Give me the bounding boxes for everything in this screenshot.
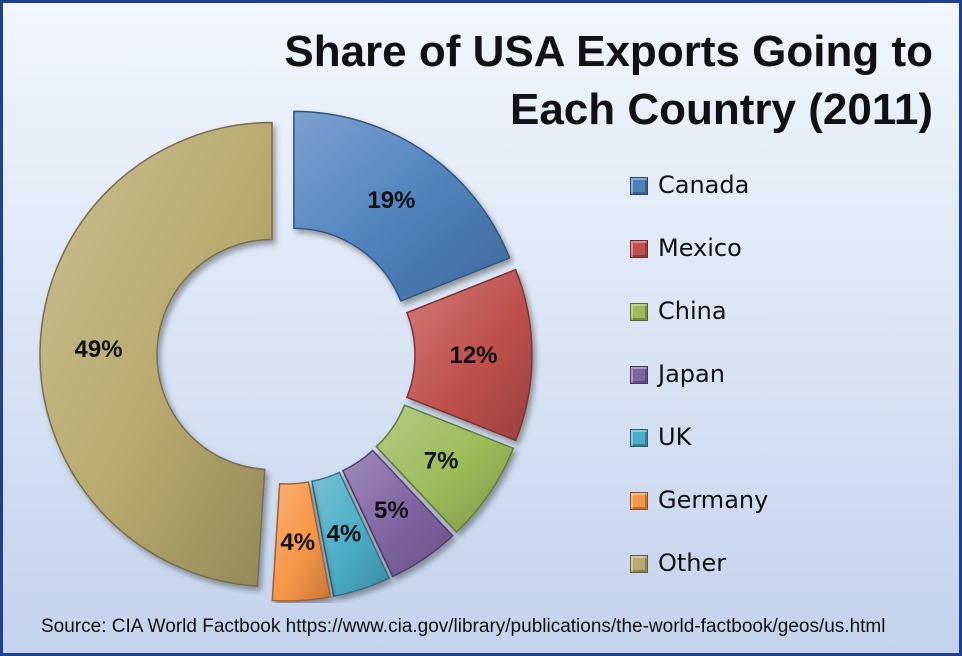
slice-uk	[310, 471, 391, 598]
legend-label-other: Other	[658, 549, 727, 577]
legend-item-china: China	[630, 297, 950, 360]
legend-swatch-china	[630, 303, 648, 321]
legend-swatch-other	[630, 555, 648, 573]
legend-label-canada: Canada	[658, 171, 750, 199]
legend-item-uk: UK	[630, 423, 950, 486]
slice-japan	[341, 449, 454, 578]
slice-germany	[271, 481, 332, 602]
donut-chart: 19% 12% 7% 5% 4% 4% 49%	[39, 110, 533, 602]
slice-label-uk: 4%	[327, 520, 362, 547]
legend-swatch-japan	[630, 366, 648, 384]
legend-swatch-mexico	[630, 240, 648, 258]
legend-item-mexico: Mexico	[630, 234, 950, 297]
slice-label-germany: 4%	[280, 529, 315, 556]
slice-label-mexico: 12%	[449, 342, 497, 369]
legend-swatch-canada	[630, 177, 648, 195]
slice-mexico	[405, 268, 533, 442]
chart-title-line-1: Share of USA Exports Going to	[284, 27, 933, 76]
slice-label-japan: 5%	[374, 497, 409, 524]
legend-swatch-germany	[630, 492, 648, 510]
legend-item-germany: Germany	[630, 486, 950, 549]
slice-label-canada: 19%	[367, 187, 415, 214]
legend-label-mexico: Mexico	[658, 234, 742, 262]
legend-item-other: Other	[630, 549, 950, 612]
legend-item-canada: Canada	[630, 171, 950, 234]
legend-label-japan: Japan	[658, 360, 725, 388]
legend-label-germany: Germany	[658, 486, 769, 514]
slice-label-china: 7%	[424, 447, 459, 474]
slice-label-other: 49%	[75, 336, 123, 363]
legend-swatch-uk	[630, 429, 648, 447]
source-note: Source: CIA World Factbook https://www.c…	[41, 616, 886, 637]
legend-item-japan: Japan	[630, 360, 950, 423]
slice-other	[39, 121, 273, 587]
chart-title: Share of USA Exports Going to Each Count…	[233, 23, 933, 139]
chart-legend: Canada Mexico China Japan UK Germany Other	[630, 171, 950, 612]
chart-title-line-2: Each Country (2011)	[509, 85, 933, 134]
slice-canada	[293, 110, 511, 303]
slice-china	[375, 404, 515, 534]
legend-label-uk: UK	[658, 423, 692, 451]
legend-label-china: China	[658, 297, 727, 325]
